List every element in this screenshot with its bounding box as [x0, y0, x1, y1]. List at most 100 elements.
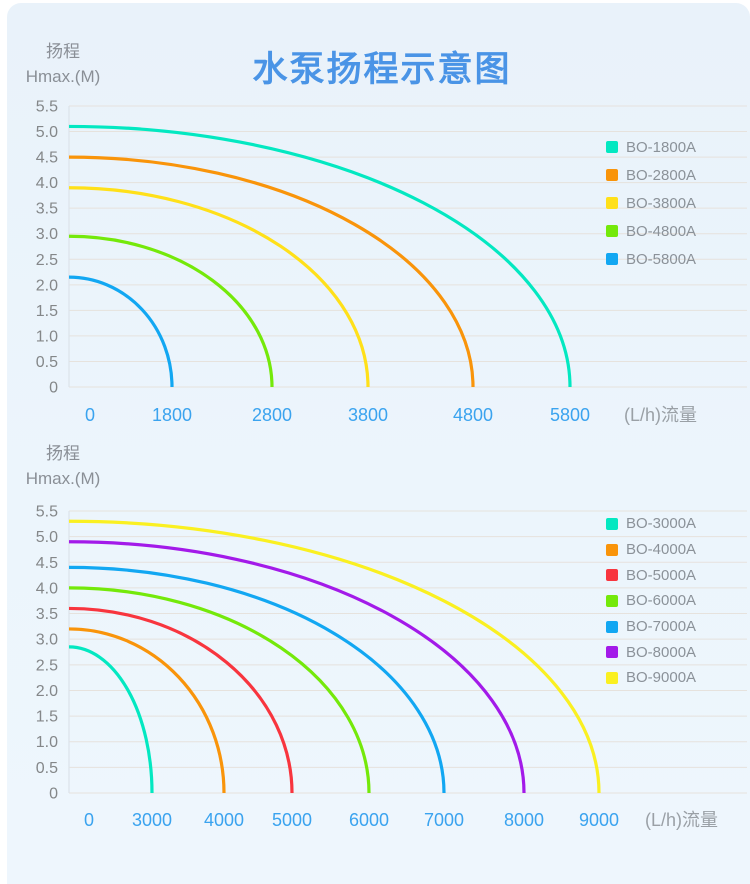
pump-curve-BO-8000A [68, 540, 526, 794]
y-tick-label: 2.0 [36, 683, 58, 700]
y-axis-label-unit: Hmax.(M) [25, 469, 101, 488]
legend-label: BO-5000A [626, 566, 697, 584]
legend-item: BO-7000A [606, 614, 696, 640]
y-tick-label: 2.5 [36, 657, 58, 674]
y-tick-label: 4.0 [36, 580, 58, 597]
pump-curve-BO-2800A [68, 155, 475, 388]
y-axis-label-top: 扬程 Hmax.(M) [15, 39, 111, 89]
y-tick-label: 1.0 [36, 734, 58, 751]
y-tick-label: 5.0 [36, 529, 58, 546]
y-tick-label: 5.5 [36, 99, 58, 116]
chart-bottom-legend: BO-3000A BO-4000A BO-5000A BO-6000A BO-7000A… [606, 511, 696, 691]
legend-item: BO-3000A [606, 511, 696, 537]
legend-label: BO-6000A [626, 592, 697, 610]
y-tick-label: 1.0 [36, 328, 58, 345]
pump-curve-BO-7000A [68, 565, 446, 794]
x-tick-label: 8000 [504, 810, 544, 830]
y-tick-label: 0 [49, 380, 58, 397]
legend-label: BO-3800A [626, 194, 697, 212]
y-tick-label: 2.0 [36, 277, 58, 294]
legend-swatch-icon [606, 253, 618, 265]
y-tick-label: 4.5 [36, 555, 58, 572]
x-tick-label: 1800 [152, 405, 192, 425]
legend-swatch-icon [606, 225, 618, 237]
legend-label: BO-8000A [626, 643, 697, 661]
pump-curve-BO-3000A [68, 645, 154, 794]
x-tick-label: 7000 [424, 810, 464, 830]
y-tick-label: 1.5 [36, 303, 58, 320]
x-axis-unit-label: (L/h)流量 [645, 810, 718, 830]
legend-swatch-icon [606, 169, 618, 181]
x-tick-label: 4800 [453, 405, 493, 425]
x-tick-label: 9000 [579, 810, 619, 830]
x-axis-unit-label: (L/h)流量 [624, 405, 697, 425]
legend-swatch-icon [606, 620, 618, 633]
legend-swatch-icon [606, 569, 618, 582]
legend-swatch-icon [606, 646, 618, 659]
x-tick-label: 3800 [348, 405, 388, 425]
legend-swatch-icon [606, 141, 618, 153]
x-tick-label: 2800 [252, 405, 292, 425]
pump-curve-BO-9000A [68, 519, 601, 794]
y-tick-label: 0.5 [36, 760, 58, 777]
chart-top-plot: 5.5 5.0 4.5 4.0 3.5 3.0 2.5 2.0 1.5 1.0 0.5 0 0 1800 2… [36, 99, 747, 425]
chart-bottom-plot: 5.5 5.0 4.5 4.0 3.5 3.0 2.5 2.0 1.5 1.0 0.5 0 0 3000 4… [36, 504, 747, 830]
pump-curve-BO-4000A [68, 627, 226, 794]
y-axis-label-bottom: 扬程 Hmax.(M) [15, 441, 111, 491]
x-tick-label: 5800 [550, 405, 590, 425]
legend-swatch-icon [606, 517, 618, 530]
pump-curve-BO-1800A [68, 124, 572, 388]
legend-label: BO-4800A [626, 222, 697, 240]
y-tick-label: 2.5 [36, 252, 58, 269]
x-tick-label: 3000 [132, 810, 172, 830]
y-tick-label: 0 [49, 786, 58, 803]
legend-label: BO-1800A [626, 138, 697, 156]
legend-item: BO-4000A [606, 537, 696, 563]
legend-label: BO-2800A [626, 166, 697, 184]
legend-item: BO-5000A [606, 562, 696, 588]
legend-item: BO-4800A [606, 217, 696, 245]
legend-item: BO-9000A [606, 665, 696, 691]
pump-curve-BO-5000A [68, 606, 294, 794]
y-tick-label: 3.0 [36, 226, 58, 243]
x-tick-label: 0 [84, 810, 94, 830]
legend-label: BO-5800A [626, 250, 697, 268]
legend-item: BO-2800A [606, 161, 696, 189]
legend-label: BO-9000A [626, 669, 697, 687]
y-tick-label: 1.5 [36, 709, 58, 726]
y-tick-label: 0.5 [36, 354, 58, 371]
y-tick-label: 4.5 [36, 150, 58, 167]
y-axis-label-cn: 扬程 [46, 444, 80, 463]
y-tick-label: 3.5 [36, 606, 58, 623]
y-axis-label-unit: Hmax.(M) [25, 67, 101, 86]
legend-label: BO-3000A [626, 515, 697, 533]
legend-item: BO-6000A [606, 588, 696, 614]
x-tick-label: 5000 [272, 810, 312, 830]
page-title: 水泵扬程示意图 [252, 50, 512, 89]
pump-curve-BO-5800A [68, 275, 174, 388]
pump-curve-BO-3800A [68, 186, 370, 388]
legend-swatch-icon [606, 543, 618, 556]
y-tick-label: 3.0 [36, 632, 58, 649]
legend-swatch-icon [606, 594, 618, 607]
legend-item: BO-5800A [606, 245, 696, 273]
x-tick-label: 6000 [349, 810, 389, 830]
legend-item: BO-8000A [606, 639, 696, 665]
y-tick-label: 5.0 [36, 124, 58, 141]
chart-top-legend: BO-1800A BO-2800A BO-3800A BO-4800A BO-5800A [606, 133, 696, 273]
y-tick-label: 4.0 [36, 175, 58, 192]
y-axis-label-cn: 扬程 [46, 42, 80, 61]
legend-label: BO-4000A [626, 541, 697, 559]
legend-swatch-icon [606, 671, 618, 684]
y-tick-label: 3.5 [36, 201, 58, 218]
pump-curve-BO-6000A [68, 586, 371, 794]
legend-swatch-icon [606, 197, 618, 209]
legend-item: BO-3800A [606, 189, 696, 217]
x-tick-label: 0 [85, 405, 95, 425]
legend-item: BO-1800A [606, 133, 696, 161]
pump-curve-BO-4800A [68, 234, 274, 388]
legend-label: BO-7000A [626, 618, 697, 636]
diagram-card: 水泵扬程示意图 扬程 Hmax.(M) 5.5 5.0 4.5 4.0 3.5 3.0 2.… [7, 3, 750, 884]
x-tick-label: 4000 [204, 810, 244, 830]
